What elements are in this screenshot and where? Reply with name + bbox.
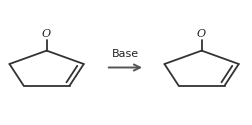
Text: Base: Base bbox=[112, 49, 139, 59]
Text: O: O bbox=[42, 29, 51, 39]
Text: O: O bbox=[197, 29, 206, 39]
